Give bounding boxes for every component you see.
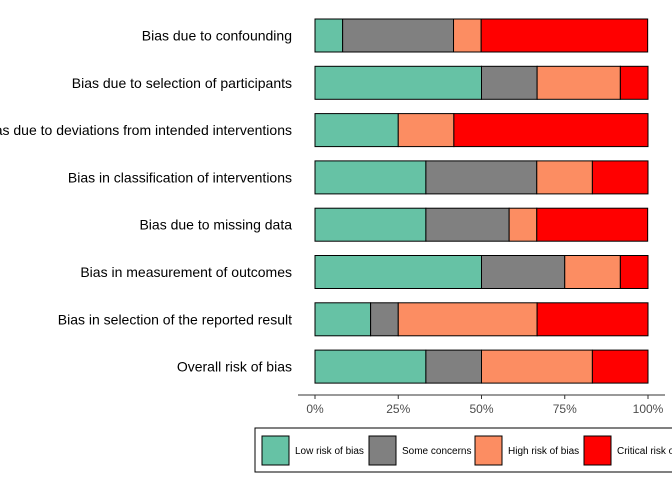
bar-segment [314, 302, 372, 337]
bar-segment [453, 18, 482, 53]
category-label: Bias due to deviations from intended int… [0, 122, 292, 138]
legend-key [583, 435, 612, 466]
bar-segment [397, 113, 455, 148]
category-label: Bias in measurement of outcomes [80, 264, 292, 280]
bar-segment [314, 255, 482, 289]
bar-segment [480, 18, 649, 53]
category-label: Bias due to selection of participants [72, 75, 292, 91]
category-labels: Bias due to confounding Bias due to selec… [0, 28, 292, 375]
bar-segment [314, 349, 427, 384]
category-label: Overall risk of bias [177, 359, 292, 375]
bar-segment [564, 255, 621, 289]
category-label: Bias in classification of interventions [68, 169, 292, 185]
legend-label: Critical risk of bias [617, 446, 672, 457]
bars [314, 18, 649, 384]
bar-segment [314, 207, 427, 242]
bar-segment [481, 65, 538, 100]
bar-segment [314, 65, 482, 100]
x-tick-label: 50% [469, 402, 493, 416]
legend-key [368, 435, 397, 466]
bar-segment [619, 65, 649, 100]
category-label: Bias in selection of the reported result [58, 311, 292, 327]
bar-segment [425, 160, 538, 195]
legend: Low risk of bias Some concerns High risk o… [254, 427, 672, 473]
bar-segment [591, 160, 649, 195]
bar-segment [536, 160, 593, 195]
x-axis: 0% 25% 50% 75% 100% [298, 394, 665, 416]
bar-segment [536, 207, 649, 242]
bar-segment [508, 207, 538, 242]
bar-segment [591, 349, 649, 384]
x-tick-label: 75% [553, 402, 577, 416]
bar-segment [425, 349, 483, 384]
bar-segment [314, 18, 344, 53]
bar-segment [481, 349, 593, 384]
legend-key [261, 435, 290, 466]
category-label: Bias due to confounding [142, 28, 292, 44]
legend-label: High risk of bias [508, 446, 579, 457]
category-label: Bias due to missing data [139, 217, 292, 233]
x-tick-label: 25% [386, 402, 410, 416]
legend-label: Low risk of bias [295, 446, 364, 457]
bar-segment [425, 207, 510, 242]
bar-segment [397, 302, 538, 337]
bar-segment [342, 18, 455, 53]
bar-segment [536, 65, 621, 100]
x-tick-label: 0% [306, 402, 324, 416]
bar-segment [314, 113, 399, 148]
bar-segment [370, 302, 399, 337]
bar-segment [619, 255, 649, 289]
legend-label: Some concerns [402, 446, 471, 457]
bar-segment [453, 113, 649, 148]
x-tick-label: 100% [633, 402, 664, 416]
legend-key [474, 435, 503, 466]
bar-segment [481, 255, 566, 289]
bar-segment [314, 160, 427, 195]
bar-segment [536, 302, 649, 337]
